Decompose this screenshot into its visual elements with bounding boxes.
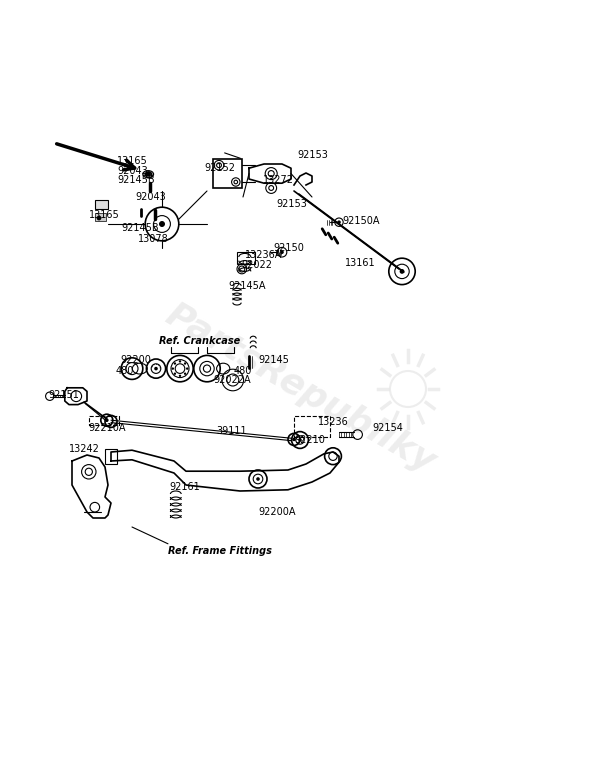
Bar — [89, 416, 119, 425]
Text: 92210A: 92210A — [89, 423, 127, 433]
Text: 92200A: 92200A — [258, 507, 296, 517]
Bar — [237, 252, 255, 265]
Bar — [95, 200, 108, 209]
Text: Ref. Crankcase: Ref. Crankcase — [159, 336, 240, 346]
Text: PartsRepubliky: PartsRepubliky — [159, 298, 441, 480]
Text: 92022: 92022 — [241, 261, 272, 271]
Circle shape — [174, 373, 176, 375]
Text: 92161: 92161 — [170, 482, 200, 492]
Text: 13165: 13165 — [117, 156, 148, 166]
Circle shape — [97, 216, 101, 220]
Ellipse shape — [145, 172, 151, 177]
Text: 92154: 92154 — [372, 423, 403, 433]
Text: 92043: 92043 — [117, 166, 148, 176]
Text: 13165: 13165 — [89, 210, 119, 220]
Circle shape — [337, 220, 341, 224]
Text: 13236A: 13236A — [245, 250, 282, 260]
Text: Ref. Frame Fittings: Ref. Frame Fittings — [168, 546, 272, 556]
Circle shape — [280, 251, 284, 254]
Text: 92153: 92153 — [297, 150, 328, 160]
Text: 92150: 92150 — [273, 243, 304, 253]
Text: 92152: 92152 — [204, 163, 235, 173]
Circle shape — [400, 269, 404, 274]
Bar — [146, 173, 151, 177]
Text: 480: 480 — [234, 366, 253, 376]
Bar — [95, 213, 106, 221]
Ellipse shape — [143, 170, 154, 178]
Circle shape — [154, 366, 158, 370]
Text: 92145A: 92145A — [228, 281, 265, 291]
Text: 13242: 13242 — [69, 444, 100, 454]
Circle shape — [159, 221, 165, 227]
Text: 13078: 13078 — [138, 234, 169, 244]
Circle shape — [186, 367, 188, 370]
Text: 92145: 92145 — [258, 356, 289, 365]
Circle shape — [184, 373, 186, 375]
Bar — [213, 159, 242, 188]
Text: 39111: 39111 — [216, 426, 247, 436]
Text: 13161: 13161 — [345, 258, 376, 268]
Bar — [294, 416, 330, 437]
Text: 92043: 92043 — [135, 192, 166, 202]
Circle shape — [179, 360, 181, 363]
Text: 92200: 92200 — [120, 356, 151, 365]
Text: 13236: 13236 — [318, 417, 349, 427]
Text: 92145B: 92145B — [117, 175, 155, 185]
Circle shape — [298, 438, 302, 442]
Text: 92153: 92153 — [276, 199, 307, 209]
Circle shape — [292, 437, 296, 441]
Circle shape — [256, 477, 260, 481]
Circle shape — [174, 363, 176, 365]
Text: 92151: 92151 — [48, 390, 79, 400]
Circle shape — [184, 363, 186, 365]
Text: 13272: 13272 — [263, 175, 294, 185]
Bar — [105, 449, 117, 464]
Circle shape — [172, 367, 174, 370]
Text: 92145B: 92145B — [121, 223, 159, 233]
Text: 92022A: 92022A — [213, 375, 251, 385]
Text: 92210: 92210 — [294, 435, 325, 445]
Circle shape — [179, 374, 181, 377]
Circle shape — [105, 419, 109, 422]
Text: 480: 480 — [115, 366, 134, 376]
Circle shape — [146, 172, 151, 177]
Text: 92150A: 92150A — [342, 216, 379, 226]
